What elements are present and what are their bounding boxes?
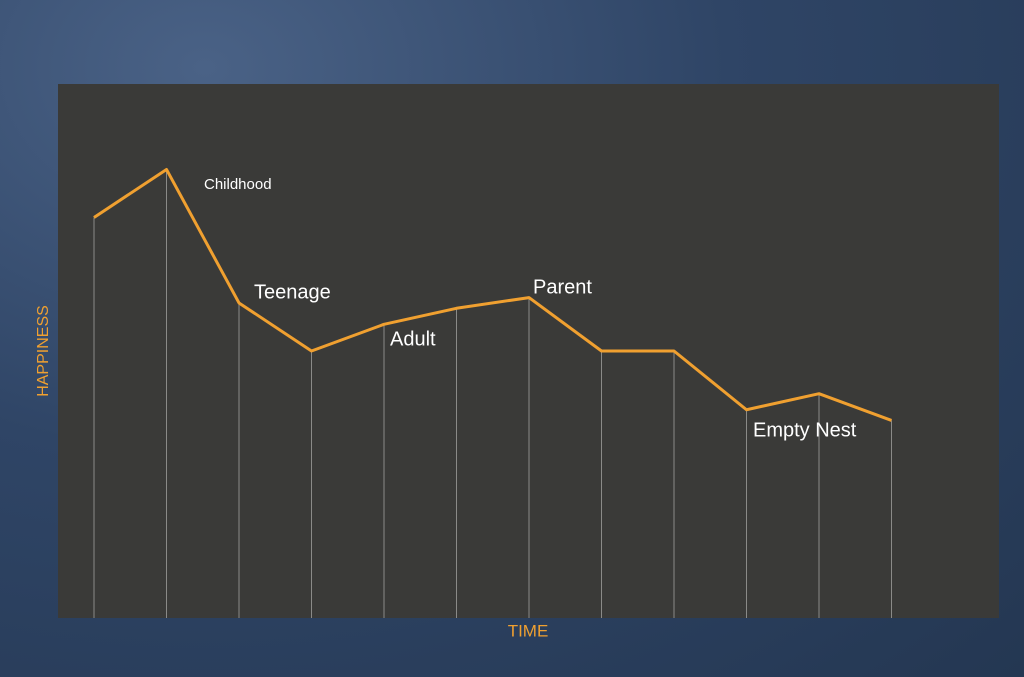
y-axis-label: HAPPINESS — [35, 305, 52, 397]
annotation: Parent — [533, 276, 592, 298]
annotation: Empty Nest — [753, 419, 857, 441]
x-axis-label: TIME — [508, 621, 549, 640]
annotation: Teenage — [254, 281, 331, 303]
data-line — [93, 167, 893, 422]
annotation: Childhood — [204, 176, 272, 193]
annotation: Adult — [390, 328, 436, 350]
